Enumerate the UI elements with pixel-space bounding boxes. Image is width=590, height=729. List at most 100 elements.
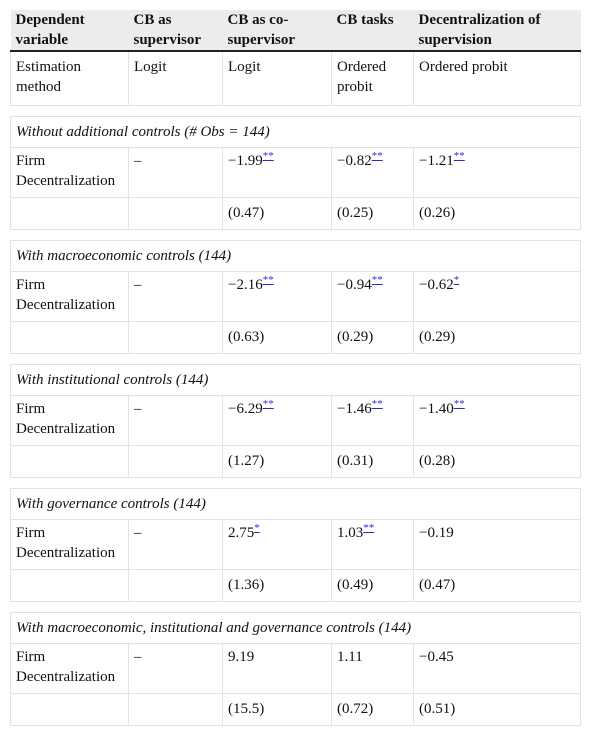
significance-link[interactable]: * <box>254 522 260 534</box>
cell: −1.40** <box>413 395 581 446</box>
cell: 9.19 <box>222 643 332 694</box>
coefficient: 1.11 <box>337 649 363 665</box>
header-cell: Dependent variable <box>10 10 129 52</box>
header-cell: CB tasks <box>331 10 414 52</box>
cell <box>10 445 129 478</box>
cell <box>10 197 129 230</box>
coefficient: – <box>134 401 142 417</box>
significance-link[interactable]: ** <box>262 398 274 410</box>
standard-error: (0.51) <box>413 693 581 726</box>
row-label: Firm Decentralization <box>10 271 129 322</box>
cell <box>128 197 223 230</box>
table-row: With institutional controls (144) <box>10 364 581 396</box>
coefficient: −0.62 <box>419 277 454 293</box>
header-cell: CB as supervisor <box>128 10 223 52</box>
coefficient: −1.99 <box>228 153 263 169</box>
row-label: Firm Decentralization <box>10 147 129 198</box>
standard-error: (0.47) <box>413 569 581 602</box>
significance-link[interactable]: ** <box>371 398 383 410</box>
cell: −6.29** <box>222 395 332 446</box>
significance-link[interactable]: ** <box>371 274 383 286</box>
table-row: Firm Decentralization –2.75* 1.03** −0.19 <box>10 519 581 570</box>
coefficient: −0.19 <box>419 525 454 541</box>
cell: −0.82** <box>331 147 414 198</box>
header-cell: Decentralization of supervision <box>413 10 581 52</box>
section-title: Without additional controls (# Obs = 144… <box>10 116 581 148</box>
cell: Ordered probit <box>413 50 581 106</box>
table-row: (15.5) (0.72) (0.51) <box>10 693 581 726</box>
table-body: Dependent variable CB as supervisor CB as … <box>10 10 581 726</box>
standard-error: (0.31) <box>331 445 414 478</box>
standard-error: (0.72) <box>331 693 414 726</box>
cell: – <box>128 643 223 694</box>
table-row <box>10 477 581 489</box>
cell <box>128 569 223 602</box>
coefficient: −6.29 <box>228 401 263 417</box>
table-row: Estimation method Logit Logit Ordered probi… <box>10 50 581 106</box>
significance-link[interactable]: ** <box>262 150 274 162</box>
table-row: Firm Decentralization – −6.29** −1.46** −1.4… <box>10 395 581 446</box>
coefficient: – <box>134 649 142 665</box>
table-row: With macroeconomic, institutional and go… <box>10 612 581 644</box>
section-title: With macroeconomic controls (144) <box>10 240 581 272</box>
table-row: Firm Decentralization – −1.99** −0.82** −1.2… <box>10 147 581 198</box>
table-row <box>10 353 581 365</box>
standard-error: (15.5) <box>222 693 332 726</box>
cell <box>128 445 223 478</box>
standard-error: (0.47) <box>222 197 332 230</box>
results-table: Dependent variable CB as supervisor CB as … <box>10 10 581 726</box>
section-title: With governance controls (144) <box>10 488 581 520</box>
row-label: Firm Decentralization <box>10 643 129 694</box>
table-row: Firm Decentralization – 9.19 1.11 −0.45 <box>10 643 581 694</box>
cell: −2.16** <box>222 271 332 322</box>
cell: −0.94** <box>331 271 414 322</box>
significance-link[interactable]: ** <box>262 274 274 286</box>
spacer <box>10 601 581 613</box>
cell: −0.45 <box>413 643 581 694</box>
coefficient: – <box>134 525 142 541</box>
standard-error: (0.63) <box>222 321 332 354</box>
cell: – <box>128 147 223 198</box>
standard-error: (1.36) <box>222 569 332 602</box>
section-title: With macroeconomic, institutional and go… <box>10 612 581 644</box>
coefficient: −2.16 <box>228 277 263 293</box>
table-row: Dependent variable CB as supervisor CB as … <box>10 10 581 52</box>
significance-link[interactable]: ** <box>453 398 465 410</box>
table-row: Without additional controls (# Obs = 144… <box>10 116 581 148</box>
table-row: (1.36) (0.49) (0.47) <box>10 569 581 602</box>
table-row: With macroeconomic controls (144) <box>10 240 581 272</box>
coefficient: −0.45 <box>419 649 454 665</box>
cell: −0.62* <box>413 271 581 322</box>
coefficient: −0.82 <box>337 153 372 169</box>
significance-link[interactable]: ** <box>363 522 375 534</box>
table-row: (1.27) (0.31) (0.28) <box>10 445 581 478</box>
cell <box>10 693 129 726</box>
standard-error: (0.29) <box>413 321 581 354</box>
standard-error: (0.28) <box>413 445 581 478</box>
coefficient: – <box>134 277 142 293</box>
spacer <box>10 105 581 117</box>
cell <box>10 321 129 354</box>
standard-error: (0.25) <box>331 197 414 230</box>
significance-link[interactable]: ** <box>453 150 465 162</box>
standard-error: (0.29) <box>331 321 414 354</box>
cell: Ordered probit <box>331 50 414 106</box>
table-row <box>10 229 581 241</box>
cell: −1.99** <box>222 147 332 198</box>
table-row: Firm Decentralization – −2.16** −0.94** −0.6… <box>10 271 581 322</box>
significance-link[interactable]: ** <box>371 150 383 162</box>
table-row: (0.63) (0.29) (0.29) <box>10 321 581 354</box>
cell <box>10 569 129 602</box>
spacer <box>10 477 581 489</box>
spacer <box>10 353 581 365</box>
cell: Logit <box>222 50 332 106</box>
coefficient: −1.21 <box>419 153 454 169</box>
significance-link[interactable]: * <box>453 274 460 286</box>
section-title: With institutional controls (144) <box>10 364 581 396</box>
coefficient: −0.94 <box>337 277 372 293</box>
cell <box>128 321 223 354</box>
table-row <box>10 105 581 117</box>
cell: 1.03** <box>331 519 414 570</box>
